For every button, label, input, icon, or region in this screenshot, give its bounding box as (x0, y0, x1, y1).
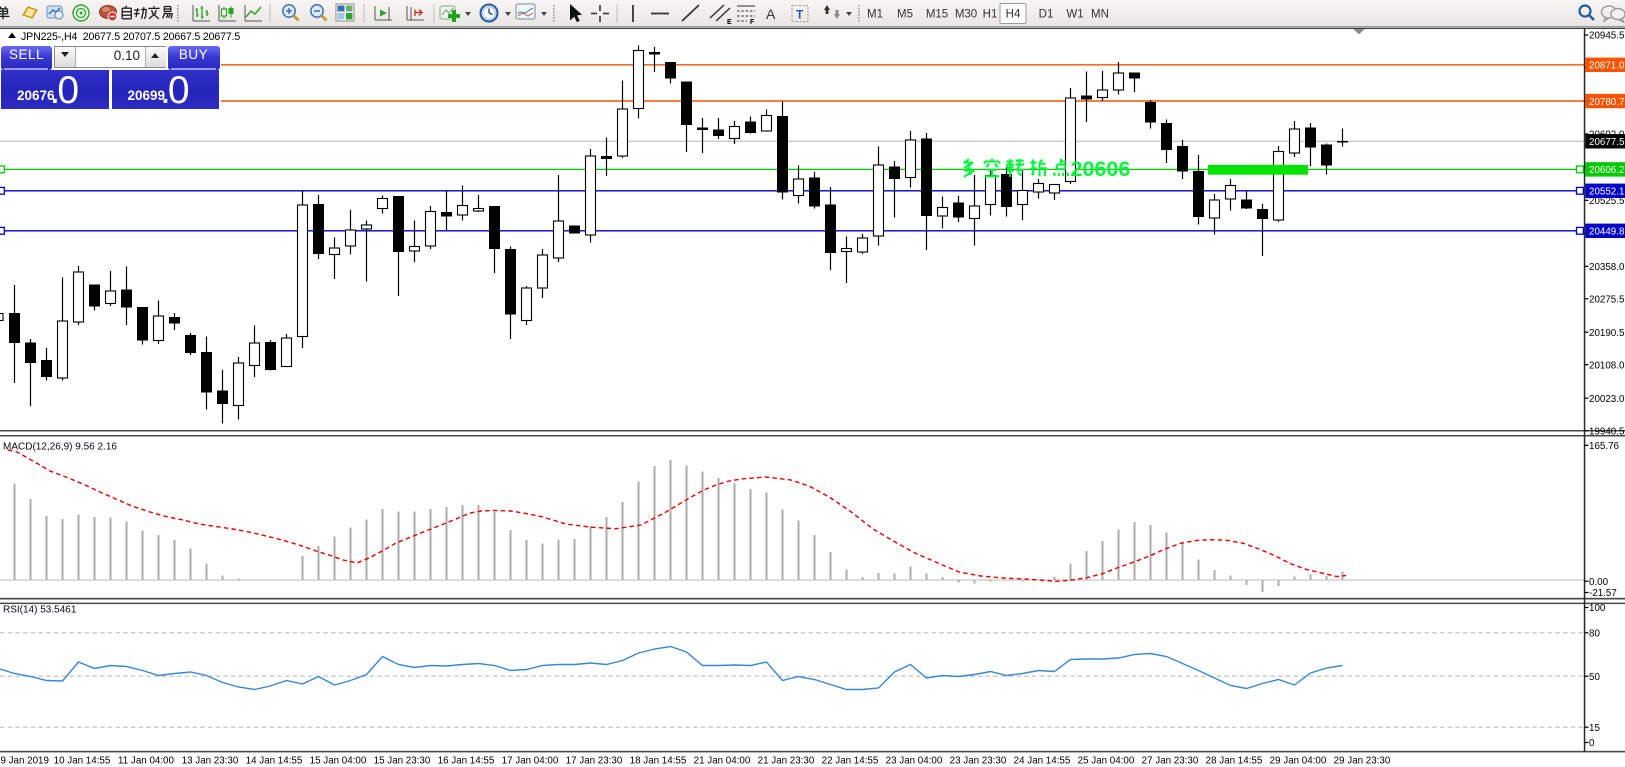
svg-text:M15: M15 (926, 9, 948, 21)
svg-text:MACD(12,26,9) 9.56 2.16: MACD(12,26,9) 9.56 2.16 (3, 442, 117, 453)
svg-text:20023.0: 20023.0 (1589, 394, 1625, 405)
svg-text:RSI(14) 53.5461: RSI(14) 53.5461 (3, 605, 77, 616)
svg-text:F: F (750, 19, 755, 26)
svg-text:11 Jan 04:00: 11 Jan 04:00 (118, 756, 174, 767)
svg-text:10 Jan 14:55: 10 Jan 14:55 (54, 756, 111, 767)
svg-text:20606: 20606 (1071, 157, 1131, 181)
svg-text:23 Jan 23:30: 23 Jan 23:30 (950, 756, 1007, 767)
svg-text:13 Jan 23:30: 13 Jan 23:30 (182, 756, 239, 767)
svg-text:M30: M30 (955, 9, 977, 21)
svg-text:E: E (727, 19, 732, 26)
svg-text:17 Jan 04:00: 17 Jan 04:00 (502, 756, 559, 767)
svg-text:17 Jan 23:30: 17 Jan 23:30 (566, 756, 623, 767)
svg-text:23 Jan 04:00: 23 Jan 04:00 (886, 756, 943, 767)
svg-text:A: A (766, 6, 776, 22)
svg-text:M1: M1 (867, 9, 883, 21)
svg-text:20108.0: 20108.0 (1589, 360, 1625, 371)
svg-text:15: 15 (1589, 723, 1600, 734)
svg-text:29 Jan 04:00: 29 Jan 04:00 (1270, 756, 1327, 767)
svg-text:20606.2: 20606.2 (1589, 165, 1624, 176)
svg-text:15 Jan 04:00: 15 Jan 04:00 (310, 756, 367, 767)
svg-text:15 Jan 23:30: 15 Jan 23:30 (374, 756, 431, 767)
svg-text:09 Jan 2019: 09 Jan 2019 (0, 756, 49, 767)
svg-text:18 Jan 14:55: 18 Jan 14:55 (630, 756, 687, 767)
svg-text:20552.1: 20552.1 (1589, 187, 1624, 198)
svg-text:20275.5: 20275.5 (1589, 294, 1625, 305)
svg-text:27 Jan 23:30: 27 Jan 23:30 (1142, 756, 1199, 767)
svg-text:H4: H4 (1006, 9, 1021, 21)
svg-text:20677.5: 20677.5 (1589, 137, 1625, 148)
svg-text:28 Jan 14:55: 28 Jan 14:55 (1206, 756, 1263, 767)
svg-text:21 Jan 04:00: 21 Jan 04:00 (694, 756, 751, 767)
svg-text:80: 80 (1589, 628, 1600, 639)
svg-text:T: T (796, 8, 804, 22)
svg-text:H1: H1 (983, 9, 998, 21)
svg-text:W1: W1 (1066, 9, 1083, 21)
svg-text:25 Jan 04:00: 25 Jan 04:00 (1078, 756, 1135, 767)
svg-text:14 Jan 14:55: 14 Jan 14:55 (246, 756, 303, 767)
svg-text:0.00: 0.00 (1589, 577, 1609, 588)
svg-text:20780.7: 20780.7 (1589, 97, 1624, 108)
svg-text:0: 0 (1589, 738, 1595, 749)
svg-text:D1: D1 (1039, 9, 1054, 21)
svg-text:100: 100 (1589, 603, 1606, 614)
svg-text:16 Jan 14:55: 16 Jan 14:55 (438, 756, 495, 767)
svg-text:165.76: 165.76 (1589, 441, 1620, 452)
svg-text:24 Jan 14:55: 24 Jan 14:55 (1014, 756, 1071, 767)
svg-text:20525.5: 20525.5 (1589, 196, 1625, 207)
svg-text:20449.8: 20449.8 (1589, 227, 1625, 238)
svg-text:MN: MN (1091, 9, 1109, 21)
svg-text:22 Jan 14:55: 22 Jan 14:55 (822, 756, 879, 767)
svg-text:20190.5: 20190.5 (1589, 328, 1625, 339)
svg-text:20358.0: 20358.0 (1589, 262, 1625, 273)
svg-text:29 Jan 23:30: 29 Jan 23:30 (1334, 756, 1391, 767)
svg-text:21 Jan 23:30: 21 Jan 23:30 (758, 756, 815, 767)
svg-text:-21.57: -21.57 (1589, 588, 1617, 599)
svg-text:19940.5: 19940.5 (1589, 426, 1625, 437)
svg-text:20871.0: 20871.0 (1589, 61, 1625, 72)
svg-text:50: 50 (1589, 672, 1600, 683)
svg-text:20945.5: 20945.5 (1589, 31, 1625, 42)
svg-text:JPN225-,H4 20677.5 20707.5 20: JPN225-,H4 20677.5 20707.5 20667.5 20677… (21, 31, 240, 43)
svg-text:M5: M5 (897, 9, 913, 21)
